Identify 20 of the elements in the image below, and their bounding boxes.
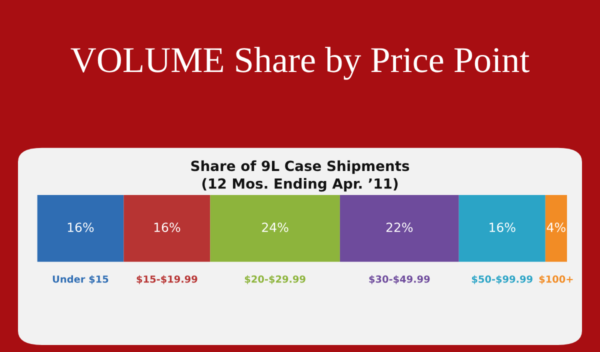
bar bbox=[124, 195, 210, 262]
chart-title: VOLUME Share by Price Point bbox=[70, 46, 530, 80]
bar bbox=[545, 195, 567, 262]
bar bbox=[340, 195, 459, 262]
series-label: $20-$29.99 bbox=[244, 275, 306, 284]
series-label: $15-$19.99 bbox=[136, 275, 198, 284]
series-label: $50-$99.99 bbox=[472, 275, 532, 284]
data-label: 16% bbox=[68, 222, 94, 232]
bar bbox=[37, 195, 124, 262]
bar bbox=[458, 195, 546, 262]
series-label: Under $15 bbox=[52, 275, 108, 284]
data-label: 16% bbox=[490, 222, 516, 232]
bar bbox=[210, 195, 340, 262]
data-label: 4% bbox=[546, 222, 566, 232]
data-label: 22% bbox=[386, 222, 413, 232]
data-label: 16% bbox=[154, 222, 180, 232]
series-label: $30-$49.99 bbox=[369, 275, 430, 284]
data-label: 24% bbox=[262, 222, 288, 232]
chart-subtitle: Share of 9L Case Shipments (12 Mos. Ending Apr. ’11) bbox=[191, 160, 410, 192]
series-label: $100+ bbox=[539, 275, 573, 284]
